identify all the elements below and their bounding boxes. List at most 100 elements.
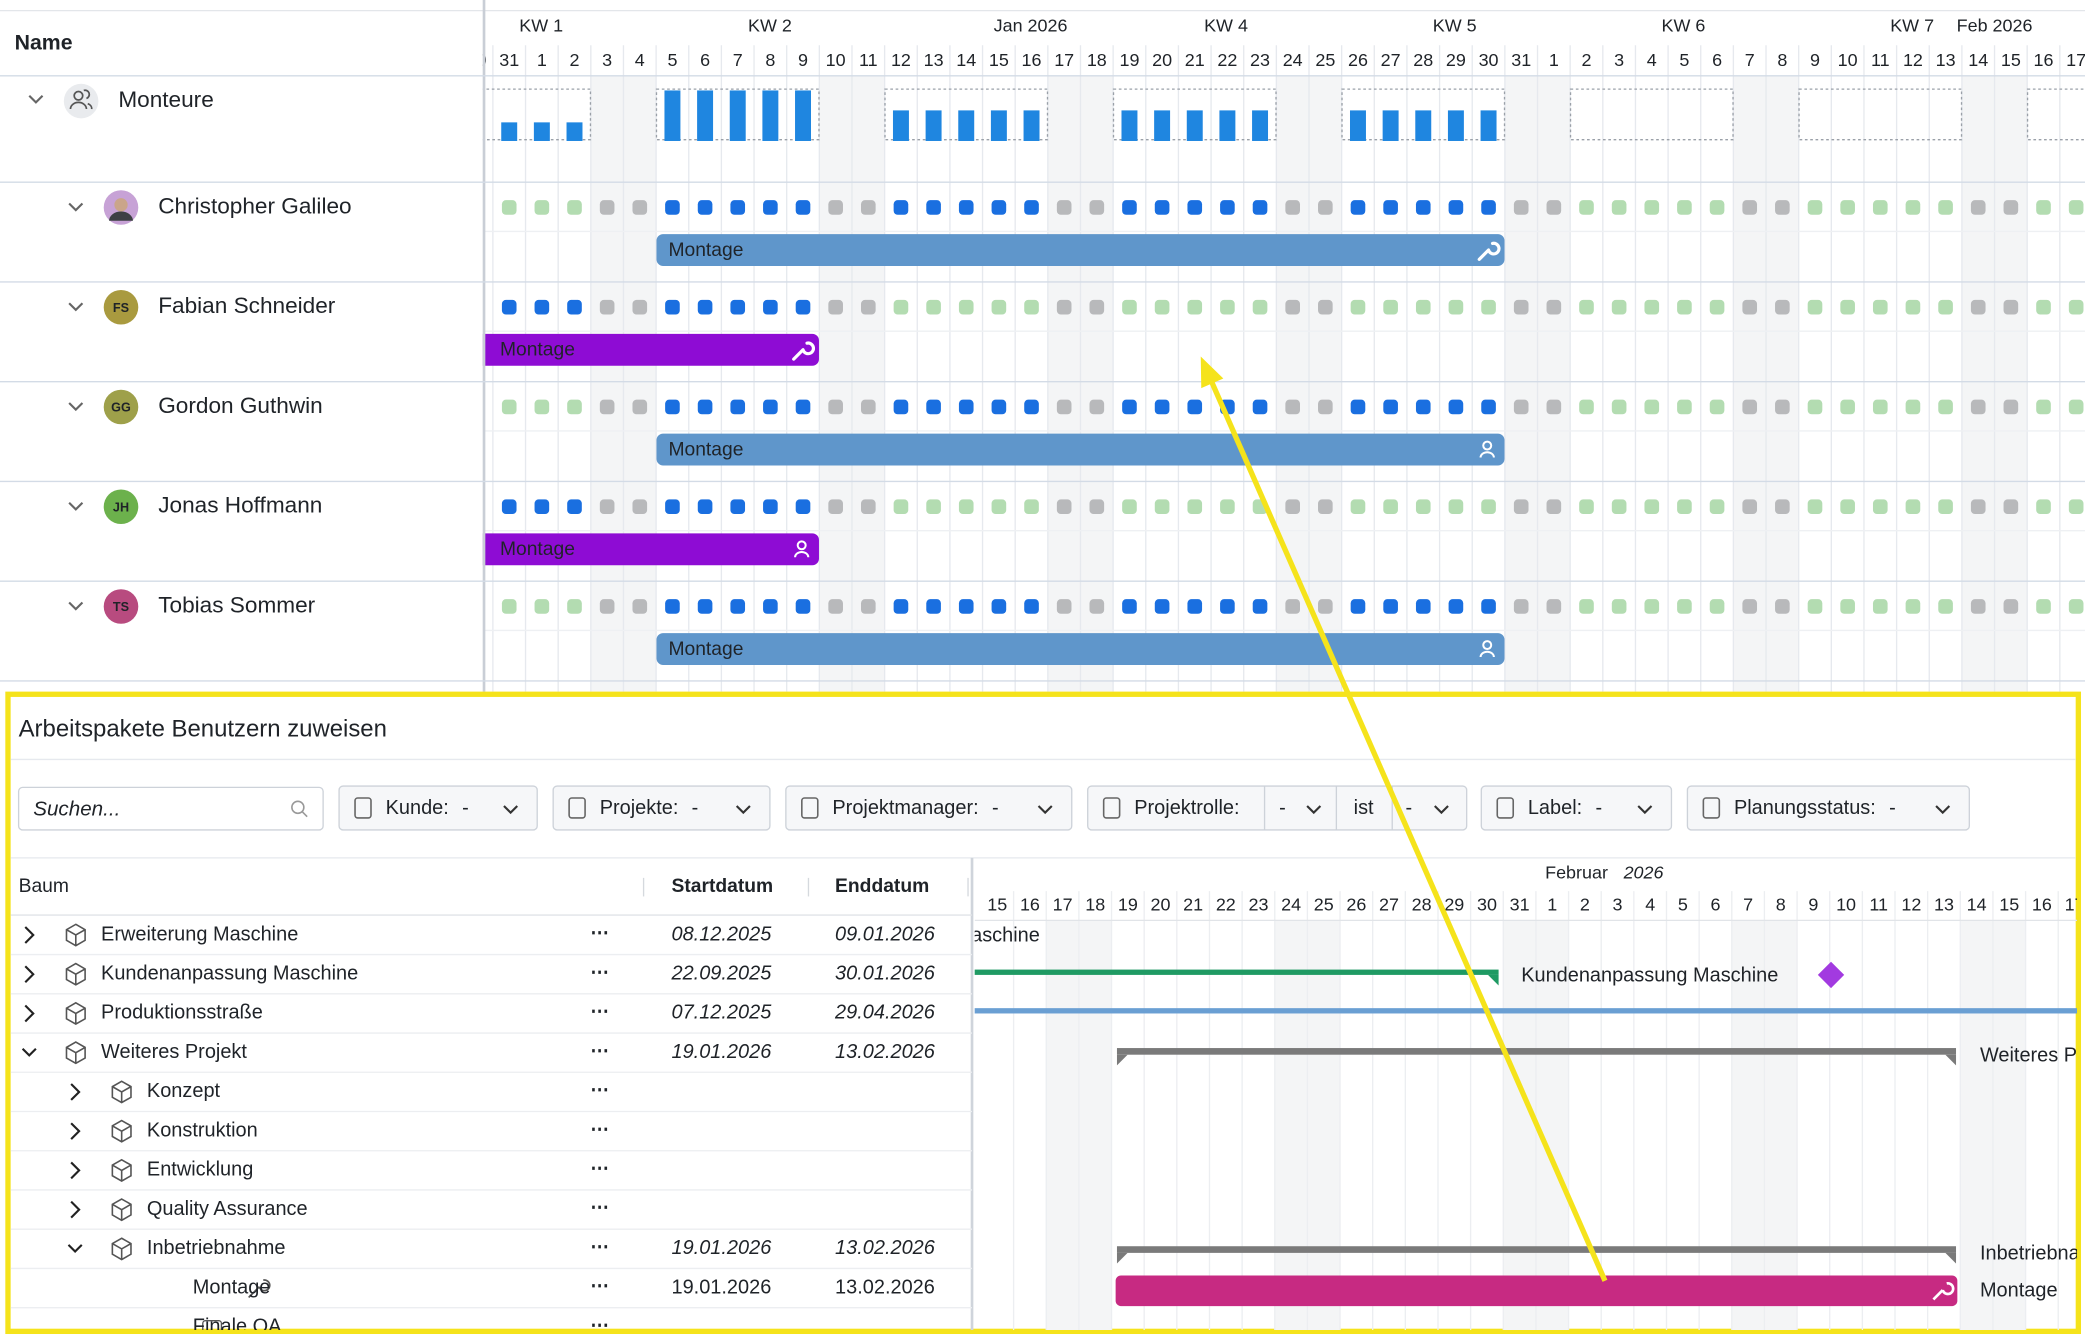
availability-dot <box>697 599 713 614</box>
availability-dot <box>2068 599 2084 614</box>
person-icon <box>1482 440 1493 451</box>
availability-dot <box>1546 499 1562 515</box>
collapse-chevron[interactable] <box>21 1047 37 1057</box>
expand-chevron[interactable] <box>70 1083 81 1101</box>
collapse-chevron[interactable] <box>1434 805 1449 815</box>
row-menu: ⋯ <box>590 1157 609 1178</box>
collapse-chevron[interactable] <box>1935 805 1951 815</box>
availability-dot <box>828 499 843 515</box>
assignment-bar[interactable]: Montage <box>656 633 1505 666</box>
row-name: Montage <box>193 1276 271 1298</box>
person-icon <box>1479 650 1495 658</box>
day-label: 13 <box>1934 894 1954 914</box>
collapse-chevron[interactable] <box>1637 805 1653 815</box>
expand-chevron[interactable] <box>70 1200 81 1219</box>
expand-chevron[interactable] <box>70 1122 81 1140</box>
availability-dot <box>632 299 648 315</box>
availability-dot <box>599 499 615 515</box>
collapse-chevron[interactable] <box>67 1244 83 1254</box>
filter[interactable]: Label: - <box>1480 785 1673 831</box>
availability-dot <box>697 399 713 415</box>
filter-label: Kunde: <box>386 797 449 819</box>
collapse-chevron[interactable] <box>68 302 84 312</box>
summary-bar[interactable] <box>1116 1246 1957 1253</box>
bar-label: Montage <box>500 539 575 560</box>
project-bar[interactable] <box>957 969 1499 975</box>
availability-dot <box>1840 499 1855 515</box>
arrow-head <box>1200 356 1224 389</box>
availability-dot <box>1318 299 1333 315</box>
weekend-column <box>1733 75 1767 692</box>
availability-dot <box>1481 299 1496 315</box>
filter[interactable]: Projektmanager: - <box>785 785 1073 831</box>
day-label: 14 <box>1968 50 1988 70</box>
avatar-initials: GG <box>111 401 131 415</box>
day-label: 23 <box>1248 894 1268 914</box>
collapse-chevron[interactable] <box>68 501 84 511</box>
assignment-bar[interactable]: Montage <box>656 433 1505 466</box>
expand-chevron[interactable] <box>24 965 35 983</box>
day-label: 30 <box>1477 894 1497 914</box>
availability-dot <box>1154 599 1170 614</box>
collapse-chevron[interactable] <box>28 95 44 104</box>
assignment-bar[interactable]: Montage <box>476 333 819 366</box>
row-name: Erweiterung Maschine <box>101 923 298 945</box>
weekend-column <box>1764 920 1798 1331</box>
weekend-column <box>1047 75 1081 692</box>
person-name: Jonas Hoffmann <box>158 493 322 518</box>
load-bar <box>1480 110 1497 141</box>
day-label: 31 <box>499 50 519 70</box>
collapse-chevron[interactable] <box>1306 805 1322 815</box>
expand-chevron[interactable] <box>70 1161 81 1180</box>
collapse-chevron[interactable] <box>68 202 84 212</box>
filter[interactable]: Projektrolle: - ist - <box>1087 785 1468 831</box>
filter[interactable]: Kunde: - <box>338 785 538 831</box>
availability-dot <box>860 499 876 515</box>
day-label: 6 <box>700 50 710 70</box>
weekend-column <box>851 75 885 692</box>
filter[interactable]: Planungsstatus: - <box>1686 785 1970 831</box>
load-bar <box>1023 110 1040 141</box>
day-label: 9 <box>1808 894 1818 914</box>
summary-bar[interactable] <box>1116 1048 1957 1055</box>
person-name: Gordon Guthwin <box>158 393 323 418</box>
availability-dot <box>1056 200 1072 215</box>
filter[interactable]: Projekte: - <box>552 785 771 831</box>
filter-label: Label: <box>1528 797 1582 819</box>
week-label: KW 4 <box>1204 15 1248 35</box>
search-box[interactable] <box>17 786 324 831</box>
expand-chevron[interactable] <box>24 926 35 944</box>
availability-dot <box>1872 399 1888 415</box>
availability-dot <box>1579 299 1594 315</box>
availability-dot <box>1742 599 1758 614</box>
bar-shape <box>482 333 819 366</box>
availability-dot <box>501 499 517 515</box>
day-label: 18 <box>1085 894 1105 914</box>
day-label: 13 <box>1936 50 1956 70</box>
availability-dot <box>1318 399 1333 415</box>
wrench-icon <box>792 341 816 361</box>
availability-dot <box>991 599 1007 614</box>
availability-dot <box>2003 299 2019 315</box>
availability-dot <box>599 399 615 415</box>
availability-dot <box>1481 399 1496 415</box>
collapse-chevron[interactable] <box>1037 805 1053 815</box>
summary-end <box>1116 1054 1128 1066</box>
filter-label: Projektrolle: <box>1134 797 1239 819</box>
availability-dot <box>860 399 876 415</box>
availability-dot <box>665 399 680 415</box>
task-bar[interactable] <box>1115 1275 1958 1307</box>
collapse-chevron[interactable] <box>68 601 84 611</box>
summary-end <box>1945 1252 1957 1264</box>
expand-chevron[interactable] <box>24 1004 35 1023</box>
availability-dot <box>567 499 582 515</box>
assignment-bar[interactable]: Montage <box>656 234 1505 267</box>
project-bar[interactable] <box>957 1008 2085 1014</box>
collapse-chevron[interactable] <box>735 805 751 815</box>
wrench-icon <box>248 1279 271 1299</box>
availability-dot <box>1677 599 1692 614</box>
collapse-chevron[interactable] <box>503 805 519 815</box>
collapse-chevron[interactable] <box>68 402 84 412</box>
assignment-bar[interactable]: Montage <box>476 533 819 566</box>
filter-box <box>338 785 538 831</box>
